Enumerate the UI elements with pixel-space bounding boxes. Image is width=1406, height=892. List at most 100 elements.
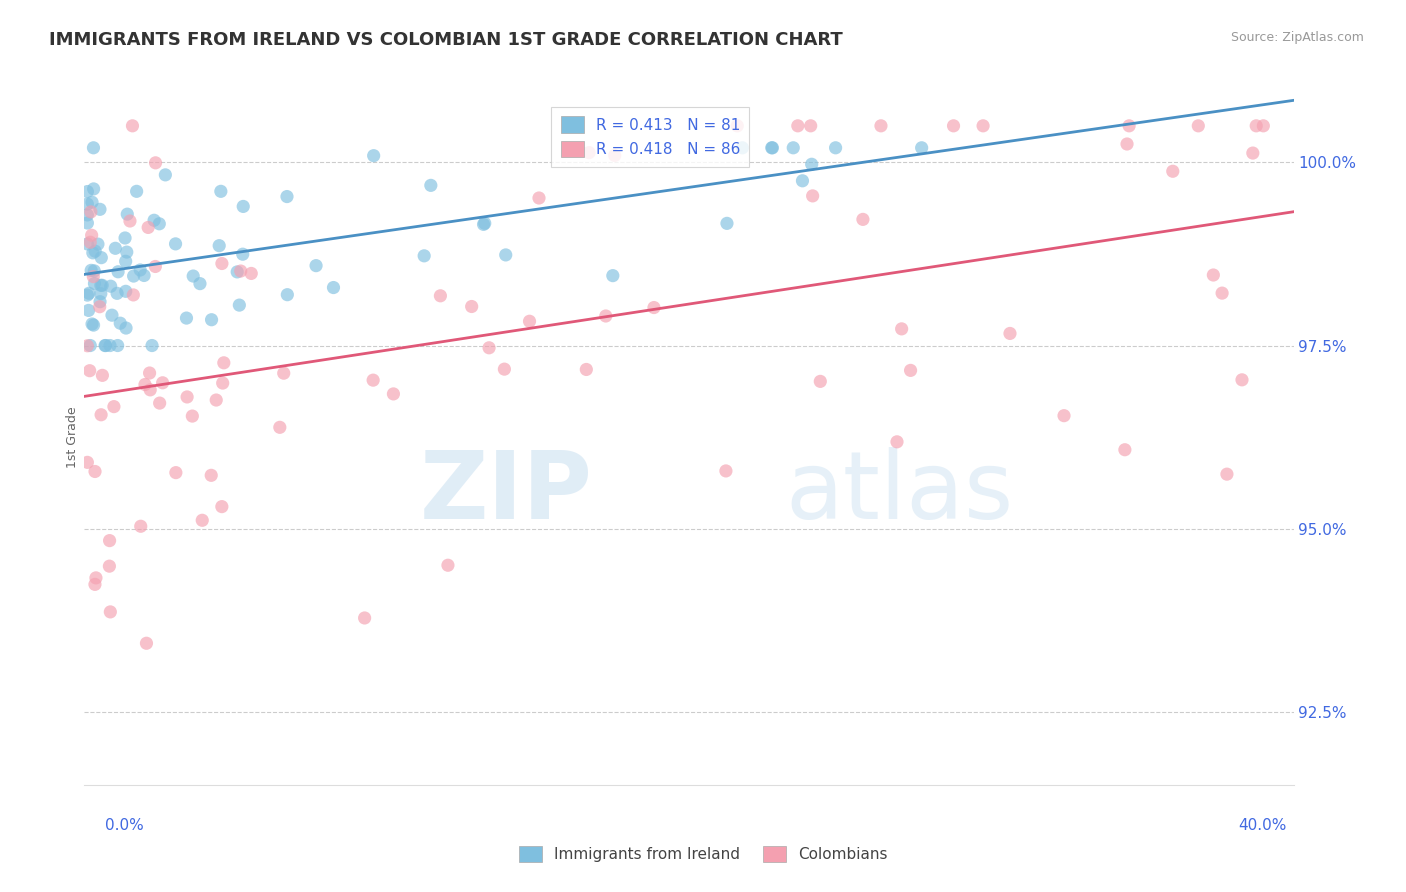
Point bbox=[322, 280, 344, 294]
Point bbox=[91, 368, 114, 383]
Point bbox=[107, 338, 129, 352]
Point bbox=[94, 338, 117, 352]
Point bbox=[101, 308, 124, 322]
Point bbox=[121, 119, 143, 133]
Point bbox=[188, 277, 211, 291]
Point bbox=[77, 303, 100, 318]
Point bbox=[132, 268, 155, 283]
Point bbox=[1114, 442, 1136, 457]
Point bbox=[83, 277, 105, 291]
Point bbox=[761, 141, 783, 155]
Point bbox=[578, 145, 600, 160]
Point bbox=[519, 314, 541, 328]
Point bbox=[725, 119, 748, 133]
Point bbox=[77, 286, 100, 301]
Point bbox=[1241, 146, 1264, 161]
Point bbox=[900, 363, 922, 377]
Point bbox=[800, 119, 823, 133]
Point bbox=[870, 119, 893, 133]
Point bbox=[104, 241, 127, 255]
Text: 40.0%: 40.0% bbox=[1239, 818, 1286, 832]
Point bbox=[76, 236, 98, 251]
Point bbox=[80, 263, 103, 277]
Point bbox=[90, 408, 112, 422]
Point bbox=[595, 309, 617, 323]
Point bbox=[911, 141, 934, 155]
Text: 0.0%: 0.0% bbox=[105, 818, 145, 832]
Point bbox=[89, 294, 111, 309]
Point bbox=[472, 218, 495, 232]
Point bbox=[429, 289, 451, 303]
Point bbox=[83, 318, 105, 332]
Point bbox=[232, 199, 254, 213]
Point bbox=[91, 278, 114, 293]
Point bbox=[276, 287, 298, 301]
Point bbox=[211, 500, 233, 514]
Point bbox=[176, 311, 198, 326]
Point bbox=[82, 245, 104, 260]
Point bbox=[191, 513, 214, 527]
Point bbox=[98, 533, 121, 548]
Point bbox=[714, 464, 737, 478]
Point bbox=[437, 558, 460, 573]
Point bbox=[165, 236, 187, 251]
Point bbox=[998, 326, 1021, 341]
Point bbox=[890, 322, 912, 336]
Point bbox=[1118, 119, 1140, 133]
Point bbox=[80, 228, 103, 243]
Legend: Immigrants from Ireland, Colombians: Immigrants from Ireland, Colombians bbox=[513, 840, 893, 868]
Point bbox=[114, 231, 136, 245]
Point bbox=[103, 400, 125, 414]
Point bbox=[148, 217, 170, 231]
Point bbox=[363, 149, 385, 163]
Point bbox=[80, 205, 103, 219]
Point bbox=[460, 300, 482, 314]
Point bbox=[643, 301, 665, 315]
Point bbox=[87, 237, 110, 252]
Point bbox=[105, 286, 128, 301]
Point bbox=[1211, 286, 1233, 301]
Point bbox=[89, 300, 111, 314]
Y-axis label: 1st Grade: 1st Grade bbox=[66, 406, 79, 468]
Point bbox=[382, 387, 405, 401]
Point bbox=[149, 396, 172, 410]
Point bbox=[79, 364, 101, 378]
Point bbox=[83, 182, 105, 196]
Point bbox=[361, 373, 384, 387]
Point bbox=[134, 377, 156, 392]
Point bbox=[1230, 373, 1253, 387]
Point bbox=[80, 195, 103, 210]
Point bbox=[181, 268, 204, 283]
Point bbox=[761, 141, 783, 155]
Point bbox=[100, 279, 122, 293]
Point bbox=[205, 392, 228, 407]
Point bbox=[143, 260, 166, 274]
Point bbox=[76, 455, 98, 469]
Point bbox=[716, 216, 738, 230]
Point bbox=[273, 366, 295, 380]
Point bbox=[98, 338, 121, 352]
Point bbox=[886, 434, 908, 449]
Point bbox=[211, 256, 233, 270]
Point bbox=[90, 286, 112, 301]
Point bbox=[1244, 119, 1267, 133]
Point bbox=[94, 338, 117, 352]
Point bbox=[82, 141, 104, 155]
Point bbox=[209, 184, 232, 198]
Point bbox=[808, 375, 831, 389]
Point bbox=[603, 148, 626, 162]
Point bbox=[211, 376, 233, 390]
Point bbox=[82, 269, 104, 284]
Point bbox=[1116, 136, 1139, 151]
Point bbox=[494, 362, 516, 376]
Point bbox=[76, 216, 98, 230]
Point bbox=[115, 321, 138, 335]
Point bbox=[76, 288, 98, 302]
Point bbox=[152, 376, 174, 390]
Point bbox=[122, 288, 145, 302]
Text: ZIP: ZIP bbox=[419, 447, 592, 539]
Point bbox=[135, 636, 157, 650]
Text: atlas: atlas bbox=[786, 447, 1014, 539]
Point bbox=[136, 220, 159, 235]
Point bbox=[208, 238, 231, 252]
